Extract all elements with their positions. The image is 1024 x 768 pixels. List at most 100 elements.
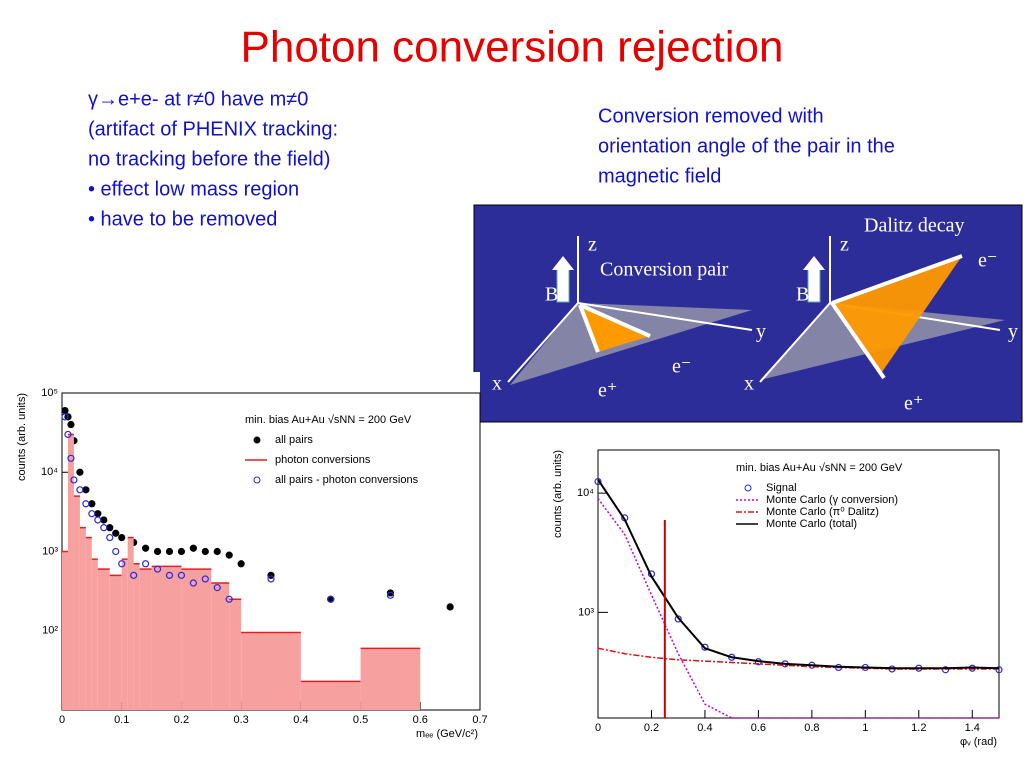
data-point bbox=[118, 560, 126, 568]
data-point bbox=[267, 575, 275, 583]
data-point bbox=[67, 420, 75, 429]
legend-label: all pairs bbox=[275, 434, 313, 446]
hist-bar bbox=[67, 434, 74, 710]
x-tick-label: 0.4 bbox=[697, 722, 712, 734]
text-line: • have to be removed bbox=[88, 208, 277, 230]
hist-bar bbox=[109, 575, 122, 710]
legend-marker bbox=[744, 484, 752, 492]
data-point bbox=[100, 524, 108, 532]
right-text: Conversion removed with orientation angl… bbox=[598, 105, 895, 187]
hist-bar bbox=[91, 559, 98, 710]
slide-title: Photon conversion rejection bbox=[241, 23, 784, 72]
x-tick-label: 0.5 bbox=[353, 714, 368, 726]
diagram-label: Dalitz decay bbox=[864, 215, 965, 237]
diagram-label: x bbox=[744, 373, 754, 395]
text-line: Conversion removed with bbox=[598, 105, 824, 127]
data-point bbox=[177, 547, 186, 556]
axis bbox=[507, 302, 579, 383]
y-tick-label: 10³ bbox=[42, 545, 58, 557]
diagram-label: Conversion pair bbox=[600, 259, 729, 281]
y-tick-label: 10² bbox=[42, 625, 58, 637]
data-point bbox=[142, 560, 150, 568]
data-point bbox=[64, 430, 72, 439]
data-point bbox=[594, 477, 602, 486]
data-point bbox=[94, 516, 102, 524]
data-point bbox=[446, 603, 454, 611]
hist-bar bbox=[121, 559, 128, 710]
diagram-label: e⁻ bbox=[672, 356, 691, 378]
x-tick-label: 1 bbox=[862, 722, 868, 734]
hist-bar bbox=[181, 569, 212, 710]
data-point bbox=[153, 565, 162, 573]
data-point bbox=[177, 571, 186, 579]
diagram-label: e⁺ bbox=[598, 380, 617, 402]
data-point bbox=[225, 595, 233, 603]
legend-label: Monte Carlo (total) bbox=[766, 518, 857, 530]
data-point bbox=[88, 510, 96, 518]
y-tick-label: 10³ bbox=[578, 606, 594, 618]
legend-title: min. bias Au+Au √sNN = 200 GeV bbox=[245, 414, 412, 426]
data-point bbox=[88, 500, 96, 508]
data-point bbox=[82, 500, 90, 508]
hist-bar bbox=[300, 681, 361, 710]
x-axis-label: mₑₑ (GeV/c²) bbox=[416, 728, 478, 740]
diagram-label: B bbox=[545, 284, 558, 306]
text-line: • effect low mass region bbox=[88, 178, 299, 200]
data-point bbox=[327, 595, 335, 603]
data-point bbox=[67, 454, 75, 462]
text-line: no tracking before the field) bbox=[88, 148, 330, 170]
data-point bbox=[61, 413, 69, 421]
data-point bbox=[142, 544, 150, 552]
data-point bbox=[386, 591, 395, 599]
x-tick-label: 0.8 bbox=[804, 722, 819, 734]
hist-bar bbox=[211, 583, 230, 710]
axis bbox=[577, 302, 753, 331]
data-point bbox=[118, 533, 126, 542]
y-tick-label: 10⁴ bbox=[41, 466, 58, 478]
hist-bar bbox=[97, 569, 110, 710]
legend-label: all pairs - photon conversions bbox=[275, 474, 419, 486]
data-point bbox=[995, 666, 1003, 674]
x-tick-label: 0.6 bbox=[413, 714, 428, 726]
diagram-label: e⁻ bbox=[978, 250, 997, 272]
data-point bbox=[76, 468, 84, 476]
x-tick-label: 1.4 bbox=[965, 722, 980, 734]
legend-label: photon conversions bbox=[275, 454, 371, 466]
data-point bbox=[112, 529, 120, 537]
plane bbox=[510, 303, 752, 385]
x-axis-label: φᵥ (rad) bbox=[960, 736, 997, 748]
pair-plane bbox=[582, 306, 650, 352]
charts: 0 0.1 0.2 0.3 0.4 0.5 0.6 0.7 10² 10³ 10⁴ 10⁵ mₑₑ (G… bbox=[10, 372, 1010, 765]
x-tick-label: 0.4 bbox=[293, 714, 308, 726]
data-point bbox=[76, 486, 84, 494]
data-point bbox=[165, 547, 174, 556]
text-line: (artifact of PHENIX tracking: bbox=[88, 118, 338, 140]
b-arrow bbox=[556, 267, 570, 303]
legend-marker bbox=[253, 476, 261, 484]
data-point bbox=[70, 476, 78, 484]
hist-bar bbox=[85, 537, 92, 710]
x-tick-label: 1.2 bbox=[911, 722, 926, 734]
series-line bbox=[597, 498, 999, 719]
legend-title: min. bias Au+Au √sNN = 200 GeV bbox=[736, 462, 903, 474]
data-point bbox=[94, 510, 102, 518]
data-point bbox=[201, 547, 209, 556]
diagram-label: y bbox=[756, 321, 766, 343]
data-point bbox=[153, 547, 162, 556]
x-tick-label: 0.2 bbox=[174, 714, 189, 726]
x-tick-label: 0 bbox=[59, 714, 65, 726]
y-axis-label: counts (arb. units) bbox=[16, 393, 28, 481]
data-point bbox=[201, 575, 209, 583]
data-point bbox=[189, 544, 197, 552]
x-tick-label: 0.3 bbox=[233, 714, 248, 726]
arrow bbox=[578, 304, 600, 353]
x-tick-label: 0.6 bbox=[751, 722, 766, 734]
hist-bar bbox=[127, 537, 134, 710]
data-point bbox=[106, 524, 114, 532]
legend-label: Monte Carlo (π⁰ Dalitz) bbox=[766, 506, 879, 518]
axis bbox=[759, 302, 831, 383]
y-tick-label: 10⁵ bbox=[41, 387, 58, 399]
pair-plane bbox=[832, 256, 962, 372]
text-line: magnetic field bbox=[598, 165, 721, 187]
